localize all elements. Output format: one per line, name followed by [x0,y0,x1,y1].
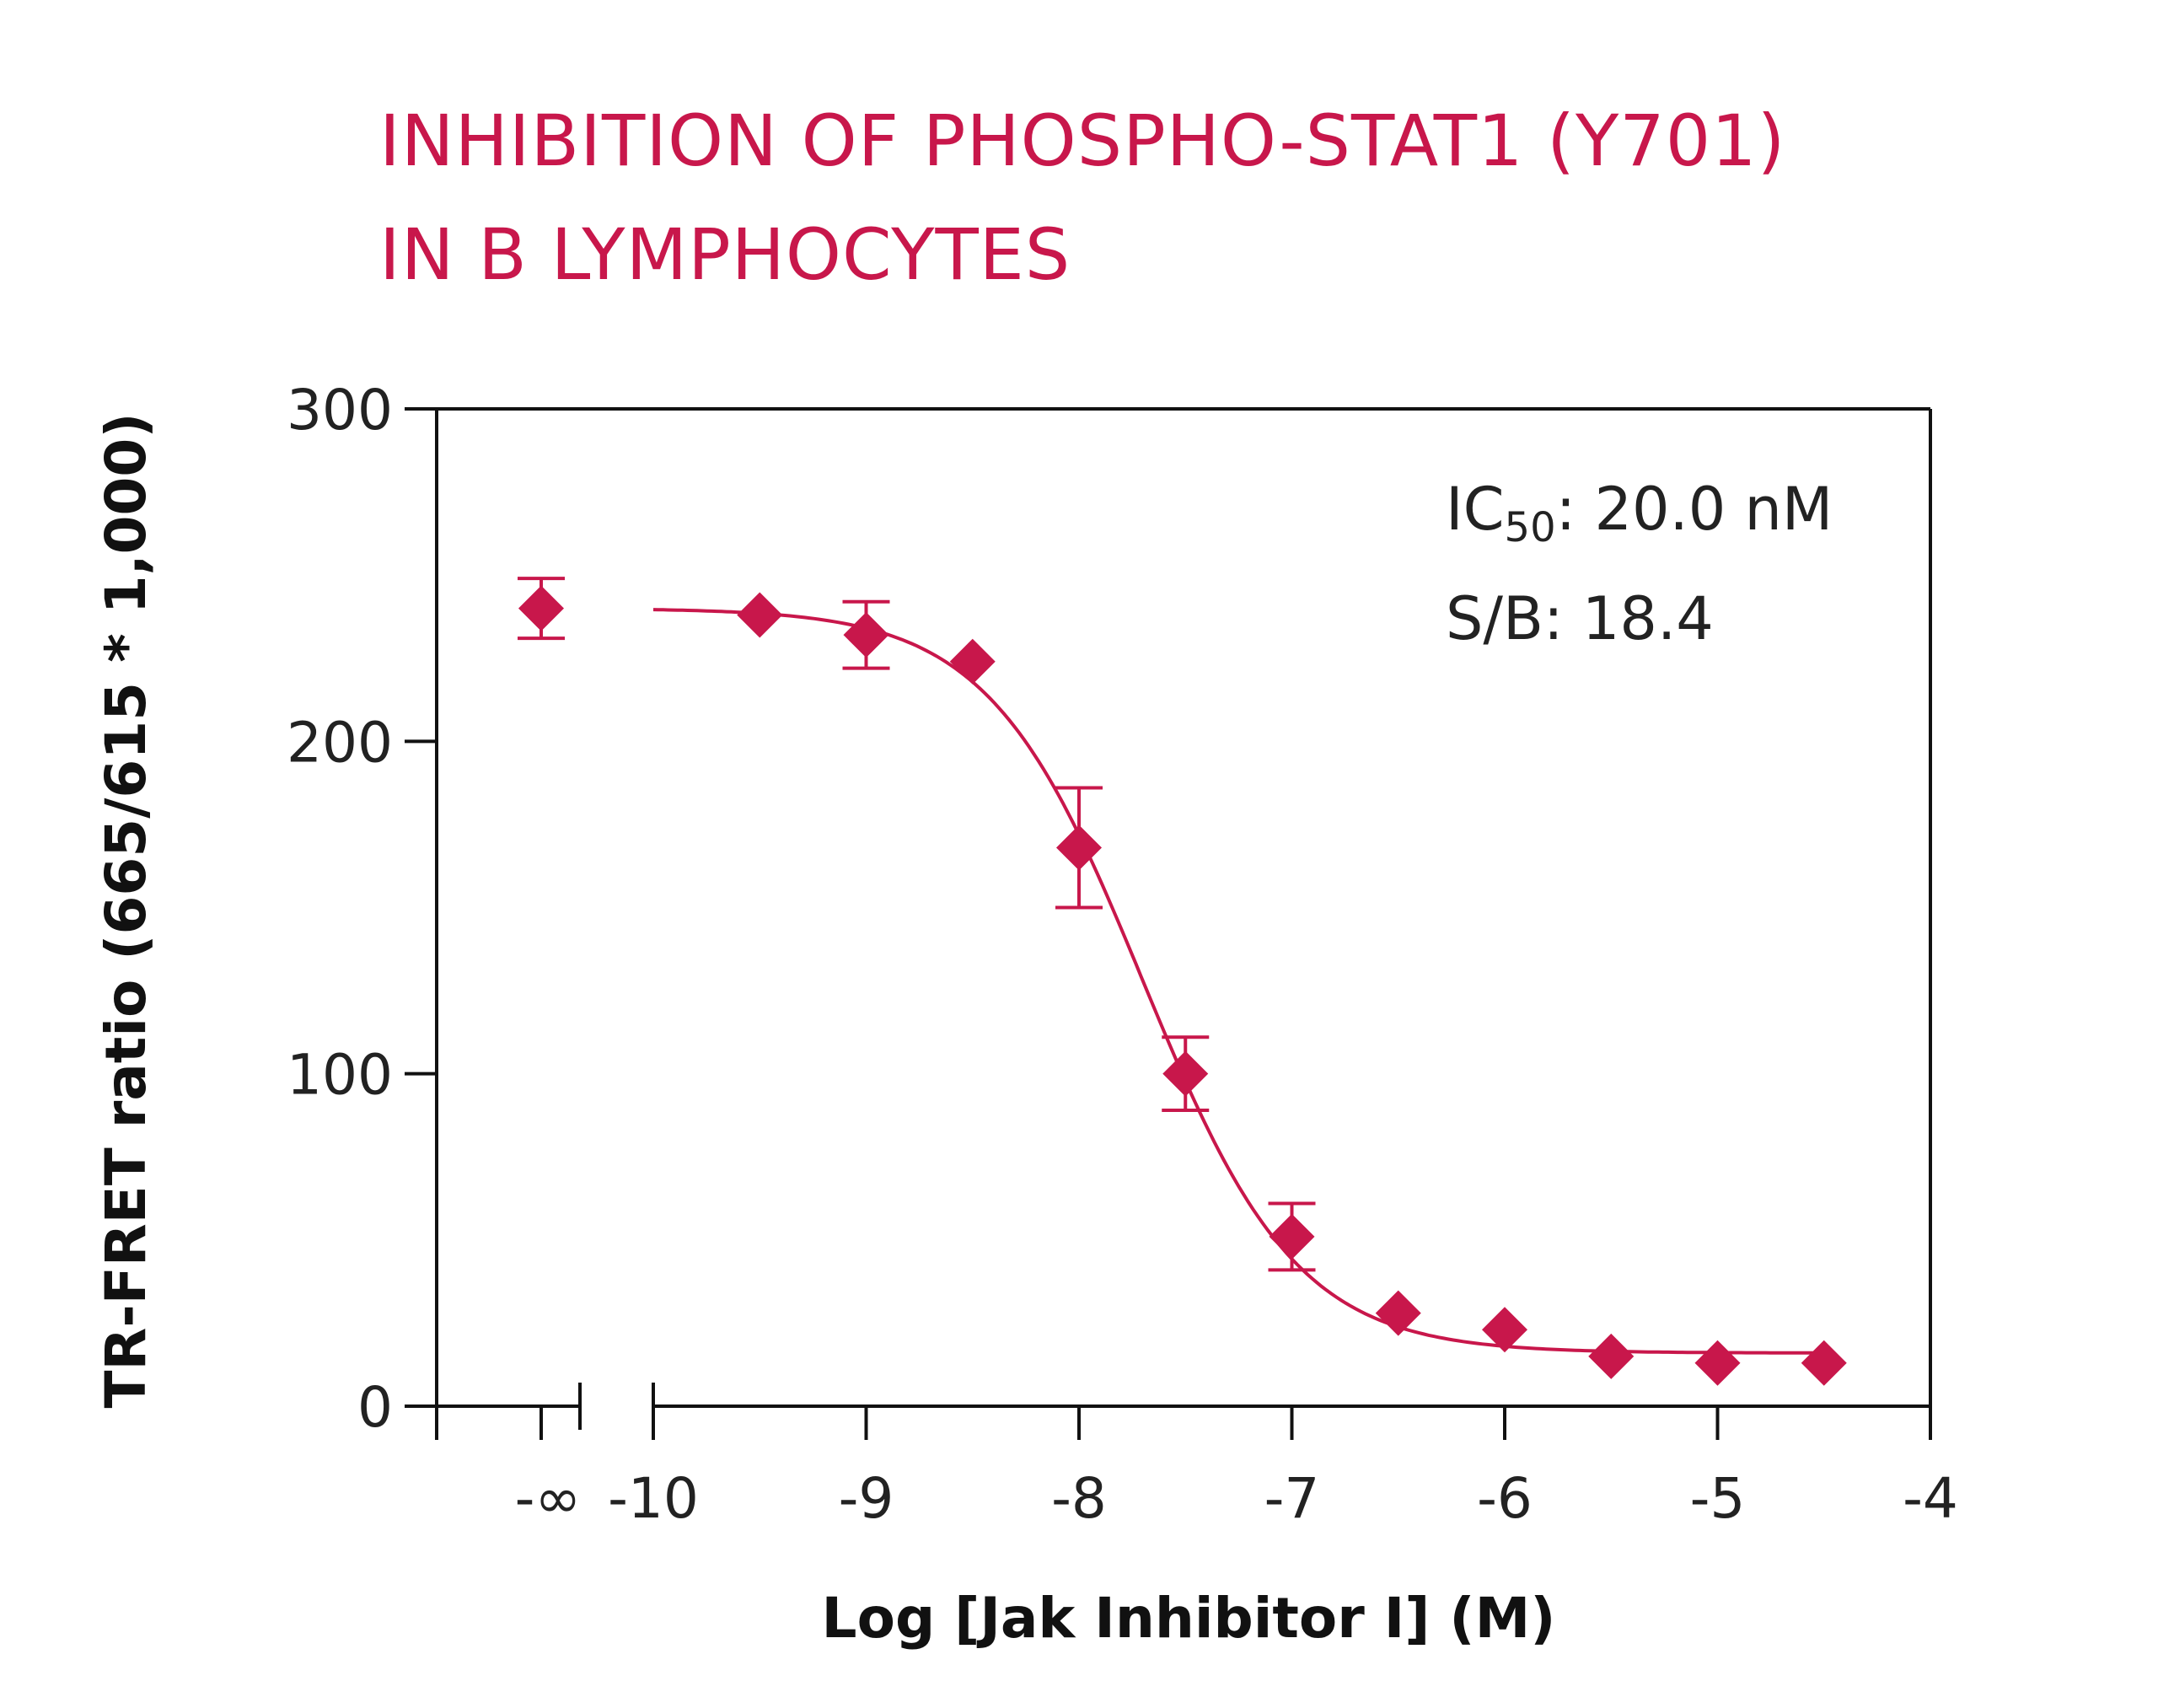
data-point [1588,1333,1635,1379]
x-tick-label: -7 [1264,1466,1320,1531]
x-tick-label: -4 [1903,1466,1958,1531]
y-tick-label: 300 [287,378,393,443]
data-point [1375,1290,1421,1336]
x-tick-label: -9 [839,1466,894,1531]
data-point [1056,824,1102,871]
axes [435,407,1932,1440]
data-point [1482,1307,1527,1353]
y-tick-label: 0 [357,1375,393,1440]
x-axis-ticks: -∞ -10 -9 -8 -7 -6 -5 -4 [515,1406,1958,1531]
x-tick-label: -6 [1477,1466,1533,1531]
data-point [1694,1340,1741,1386]
x-tick-label: -8 [1051,1466,1107,1531]
error-bars [518,577,1316,1272]
chart-title-line-1: INHIBITION OF PHOSPHO-STAT1 (Y701) [379,99,1786,182]
ic50-subscript: 50 [1505,504,1556,551]
data-point [1801,1340,1847,1386]
y-axis-title: TR-FRET ratio (665/615 * 1,000) [94,412,158,1408]
x-tick-label: -5 [1690,1466,1746,1531]
x-axis-title: Log [Jak Inhibitor I] (M) [822,1586,1556,1651]
x-tick-label: -10 [608,1466,699,1531]
x-tick-label: -∞ [515,1466,582,1531]
data-point [843,612,889,658]
sb-annotation: S/B: 18.4 [1446,584,1714,653]
y-tick-label: 100 [287,1043,393,1108]
ic50-annotation: IC50: 20.0 nM [1446,475,1833,551]
chart-title-line-2: IN B LYMPHOCYTES [379,213,1071,296]
fit-curve [652,608,1824,1355]
y-tick-label: 200 [287,710,393,775]
chart-title: INHIBITION OF PHOSPHO-STAT1 (Y701) IN B … [379,84,1785,312]
data-point [949,638,996,685]
data-point [1269,1213,1315,1260]
data-points [518,585,1847,1386]
data-point [1162,1050,1209,1097]
data-point [518,585,564,631]
y-axis-ticks: 0 100 200 300 [287,378,437,1440]
ic50-prefix: IC [1446,475,1505,544]
ic50-value: : 20.0 nM [1556,475,1833,544]
data-point [737,592,783,638]
